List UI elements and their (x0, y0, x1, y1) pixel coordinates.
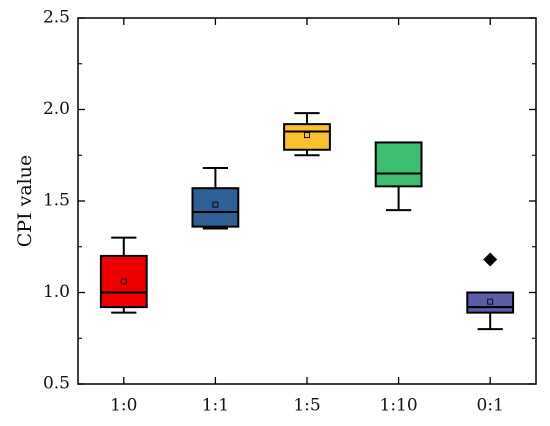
box-1-0 (99, 236, 148, 314)
x-tick-label: 1:5 (293, 396, 320, 416)
box-1-1 (191, 167, 240, 230)
x-tick-label: 1:10 (380, 396, 418, 416)
plot-frame (77, 17, 537, 385)
box-0-1 (466, 252, 515, 331)
box-1-5 (283, 112, 331, 157)
outlier-marker (483, 252, 498, 267)
mean-marker (212, 201, 219, 208)
y-tick-label: 1.0 (43, 282, 70, 302)
mean-marker (120, 278, 127, 285)
mean-marker (487, 298, 494, 305)
x-tick-label: 0:1 (477, 396, 504, 416)
mean-marker (304, 132, 310, 139)
box-1-10 (374, 141, 423, 212)
iqr-box (374, 141, 423, 188)
boxes (99, 112, 515, 331)
x-axis: 1:0 1:1 1:5 1:10 0:1 (110, 18, 504, 416)
y-tick-label: 2.5 (43, 8, 70, 28)
iqr-box (99, 254, 148, 309)
y-axis: 0.5 1.0 1.5 2.0 2.5 (43, 8, 536, 394)
y-tick-label: 0.5 (43, 374, 70, 394)
y-tick-label: 1.5 (43, 191, 70, 211)
x-tick-label: 1:0 (110, 396, 137, 416)
iqr-box (283, 123, 331, 151)
iqr-box (466, 291, 515, 314)
y-axis-label: CPI value (14, 155, 36, 248)
y-tick-label: 2.0 (43, 99, 70, 119)
x-tick-label: 1:1 (202, 396, 229, 416)
